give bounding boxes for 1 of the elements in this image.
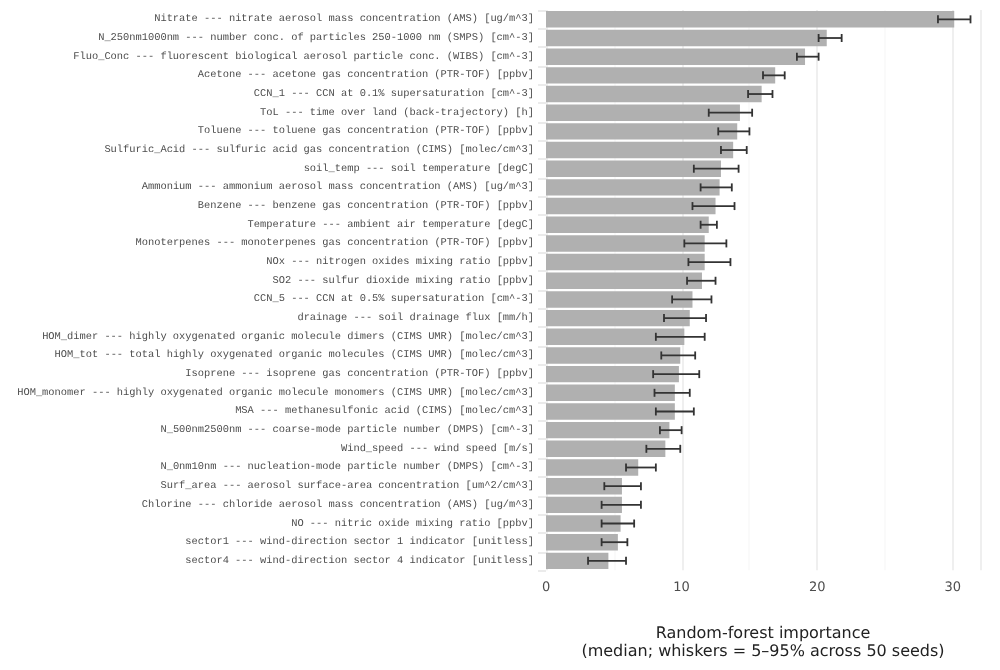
x-axis-title: Random-forest importance (median; whiskers = 5–95% across 50 seeds) bbox=[581, 624, 945, 660]
